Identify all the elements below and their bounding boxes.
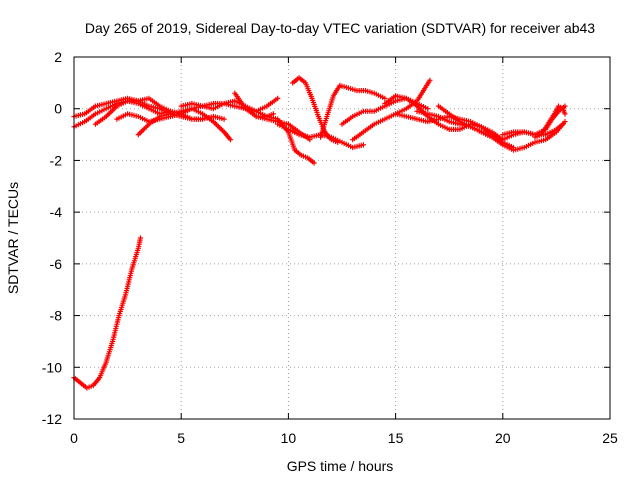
x-axis-label: GPS time / hours xyxy=(287,458,394,474)
x-tick-label: 5 xyxy=(177,430,185,446)
x-tick-label: 20 xyxy=(495,430,511,446)
tick-layer: 0 5 10 15 20 25 -12 -10 -8 -6 -4 -2 0 2 xyxy=(42,49,618,446)
x-tick-label: 15 xyxy=(388,430,404,446)
y-tick-label: -10 xyxy=(42,359,62,375)
series-arc-5 xyxy=(92,95,227,127)
series-points xyxy=(318,82,388,140)
data-layer xyxy=(71,75,568,391)
chart-title: Day 265 of 2019, Sidereal Day-to-day VTE… xyxy=(85,20,595,36)
y-axis-label: SDTVAR / TECUs xyxy=(5,182,21,294)
series-arc-10 xyxy=(290,75,341,145)
series-points xyxy=(532,103,568,140)
x-tick-label: 0 xyxy=(70,430,78,446)
x-tick-label: 10 xyxy=(281,430,297,446)
series-points xyxy=(290,75,341,145)
x-tick-label: 25 xyxy=(602,430,618,446)
grid-layer xyxy=(74,57,610,419)
y-tick-label: -6 xyxy=(50,256,63,272)
series-line xyxy=(73,237,142,389)
y-tick-label: -12 xyxy=(42,411,62,427)
series-arc-12 xyxy=(318,82,388,140)
y-tick-label: -4 xyxy=(50,204,63,220)
plot-frame xyxy=(73,56,611,420)
y-tick-label: -8 xyxy=(50,308,63,324)
y-tick-label: -2 xyxy=(50,152,63,168)
series-points xyxy=(275,121,366,151)
y-tick-label: 0 xyxy=(54,101,62,117)
y-tick-label: 2 xyxy=(54,49,62,65)
series-arc-20 xyxy=(532,103,568,140)
